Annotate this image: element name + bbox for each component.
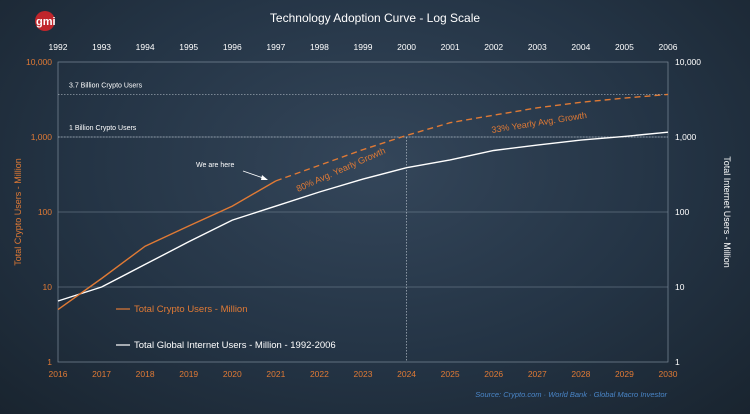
legend-label-internet: Total Global Internet Users - Million - … bbox=[134, 340, 336, 351]
x-bottom-tick-label: 2025 bbox=[441, 369, 460, 379]
x-top-tick-label: 2002 bbox=[484, 42, 503, 52]
x-bottom-tick-label: 2028 bbox=[571, 369, 590, 379]
x-bottom-tick-label: 2027 bbox=[528, 369, 547, 379]
y-left-tick-label: 10,000 bbox=[26, 57, 52, 67]
reference-line-label: 3.7 Billion Crypto Users bbox=[69, 82, 143, 89]
we-are-here-arrowhead bbox=[261, 175, 268, 180]
x-top-tick-label: 1999 bbox=[354, 42, 373, 52]
x-top-tick-label: 1997 bbox=[266, 42, 285, 52]
x-top-tick-label: 2000 bbox=[397, 42, 416, 52]
x-bottom-tick-label: 2029 bbox=[615, 369, 634, 379]
y-right-tick-label: 10 bbox=[675, 282, 685, 292]
y-left-tick-label: 1 bbox=[47, 357, 52, 367]
x-top-tick-label: 2005 bbox=[615, 42, 634, 52]
crypto-users-line bbox=[57, 180, 277, 311]
crypto-users-projection-line bbox=[275, 93, 669, 182]
we-are-here-annotation: We are here bbox=[196, 162, 234, 169]
legend-label-crypto: Total Crypto Users - Million bbox=[134, 304, 248, 315]
y-right-tick-label: 100 bbox=[675, 207, 689, 217]
y-left-tick-label: 10 bbox=[43, 282, 53, 292]
legend: Total Crypto Users - Million Total Globa… bbox=[116, 304, 336, 351]
y-right-tick-label: 10,000 bbox=[675, 57, 701, 67]
series-lines bbox=[57, 93, 669, 311]
source-note: Source: Crypto.com · World Bank · Global… bbox=[475, 390, 667, 399]
x-top-tick-label: 2004 bbox=[571, 42, 590, 52]
y-left-tick-label: 100 bbox=[38, 207, 52, 217]
reference-line-label: 1 Billion Crypto Users bbox=[69, 125, 137, 132]
x-top-tick-label: 2006 bbox=[659, 42, 678, 52]
x-bottom-tick-label: 2020 bbox=[223, 369, 242, 379]
y-right-tick-label: 1 bbox=[675, 357, 680, 367]
x-bottom-tick-label: 2026 bbox=[484, 369, 503, 379]
y-left-tick-label: 1,000 bbox=[31, 132, 53, 142]
reference-lines: 3.7 Billion Crypto Users 1 Billion Crypto… bbox=[58, 82, 668, 362]
logo-badge bbox=[35, 11, 55, 31]
x-bottom-tick-label: 2018 bbox=[136, 369, 155, 379]
x-bottom-tick-label: 2024 bbox=[397, 369, 416, 379]
x-bottom-tick-label: 2023 bbox=[354, 369, 373, 379]
x-bottom-tick-label: 2022 bbox=[310, 369, 329, 379]
logo-text: gmi bbox=[36, 16, 56, 28]
x-top-tick-label: 1994 bbox=[136, 42, 155, 52]
x-bottom-tick-label: 2021 bbox=[266, 369, 285, 379]
x-top-tick-label: 1993 bbox=[92, 42, 111, 52]
x-top-tick-label: 2003 bbox=[528, 42, 547, 52]
axis-ticks: 1 1 10 10 100 100 1,000 1,000 10,000 10,000 2016 20… bbox=[26, 42, 701, 379]
x-top-tick-label: 1995 bbox=[179, 42, 198, 52]
x-bottom-tick-label: 2030 bbox=[659, 369, 678, 379]
x-top-tick-label: 1992 bbox=[49, 42, 68, 52]
y-axis-right-label: Total Internet Users - Million bbox=[722, 156, 732, 268]
x-top-tick-label: 2001 bbox=[441, 42, 460, 52]
growth-33-annotation: 33% Yearly Avg. Growth bbox=[491, 110, 588, 135]
gmi-logo: gmi bbox=[35, 11, 56, 31]
x-bottom-tick-label: 2019 bbox=[179, 369, 198, 379]
internet-users-line bbox=[57, 131, 669, 302]
x-bottom-tick-label: 2016 bbox=[49, 369, 68, 379]
chart-title: Technology Adoption Curve - Log Scale bbox=[270, 11, 480, 25]
x-bottom-tick-label: 2017 bbox=[92, 369, 111, 379]
y-axis-left-label: Total Crypto Users - Million bbox=[13, 158, 23, 266]
x-top-tick-label: 1998 bbox=[310, 42, 329, 52]
x-top-tick-label: 1996 bbox=[223, 42, 242, 52]
y-right-tick-label: 1,000 bbox=[675, 132, 697, 142]
